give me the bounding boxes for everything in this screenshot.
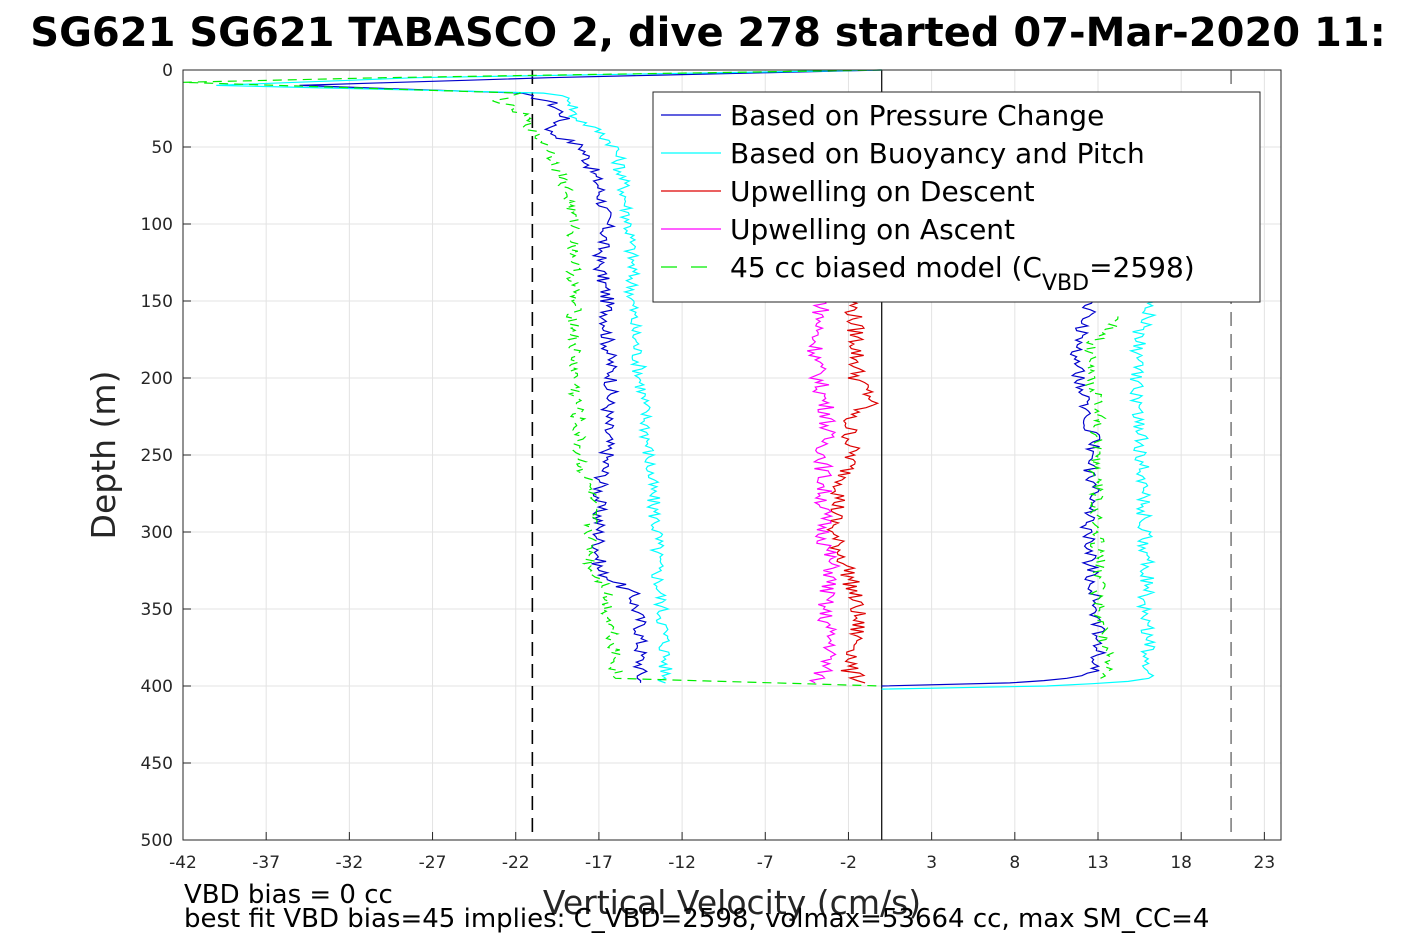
y-tick-label: 200 xyxy=(141,369,173,389)
x-tick-label: -37 xyxy=(252,853,280,873)
x-tick-label: -27 xyxy=(419,853,447,873)
footnote-best-fit: best fit VBD bias=45 implies: C_VBD=2598… xyxy=(184,904,1209,934)
legend-entry-label: Upwelling on Ascent xyxy=(730,213,1015,246)
legend-entry-label: Based on Pressure Change xyxy=(730,99,1104,132)
y-axis-label: Depth (m) xyxy=(84,371,123,540)
x-tick-label: 8 xyxy=(1009,853,1020,873)
x-tick-label: -7 xyxy=(757,853,774,873)
legend-entry-label: Based on Buoyancy and Pitch xyxy=(730,137,1145,170)
x-tick-label: -22 xyxy=(502,853,530,873)
series-line-ascent xyxy=(1080,316,1119,679)
axis-ticks: -42 -37 -32 -27 -22 -17 -12 -7 -2 3 8 13 18 23 0 50 100 1… xyxy=(141,61,1276,873)
y-tick-label: 100 xyxy=(141,215,173,235)
x-tick-label: 23 xyxy=(1254,853,1276,873)
series-line-descent xyxy=(826,300,880,684)
y-tick-label: 500 xyxy=(141,831,173,851)
x-tick-label: 3 xyxy=(926,853,937,873)
x-tick-label: -42 xyxy=(169,853,197,873)
x-tick-label: 13 xyxy=(1087,853,1109,873)
series-lines xyxy=(182,69,1157,690)
legend-box xyxy=(652,91,1261,303)
y-tick-label: 150 xyxy=(141,292,173,312)
series-line-ascent xyxy=(881,300,1107,687)
x-tick-label: -17 xyxy=(585,853,613,873)
x-tick-label: -32 xyxy=(335,853,363,873)
y-tick-label: 250 xyxy=(141,446,173,466)
legend: Based on Pressure Change Based on Buoyanc… xyxy=(652,91,1261,303)
legend-entry-label: 45 cc biased model (CVBD=2598) xyxy=(730,251,1195,296)
series-line-descent xyxy=(216,69,882,684)
legend-entry-label: Upwelling on Descent xyxy=(730,175,1035,208)
y-tick-label: 450 xyxy=(141,754,173,774)
chart-title: SG621 SG621 TABASCO 2, dive 278 started … xyxy=(30,10,1385,56)
series-line-descent xyxy=(182,69,882,687)
x-tick-label: 18 xyxy=(1170,853,1192,873)
y-tick-label: 300 xyxy=(141,523,173,543)
x-axis-label: Vertical Velocity (cm/s) xyxy=(543,883,921,922)
series-line-descent xyxy=(299,69,882,683)
y-tick-label: 0 xyxy=(162,61,173,81)
footnote-vbd-bias: VBD bias = 0 cc xyxy=(184,880,393,910)
series-line-descent xyxy=(807,300,841,684)
x-tick-label: -12 xyxy=(668,853,696,873)
y-tick-label: 50 xyxy=(151,138,173,158)
x-tick-label: -2 xyxy=(840,853,857,873)
series-line-ascent xyxy=(881,300,1157,690)
y-tick-label: 350 xyxy=(141,600,173,620)
y-tick-label: 400 xyxy=(141,677,173,697)
